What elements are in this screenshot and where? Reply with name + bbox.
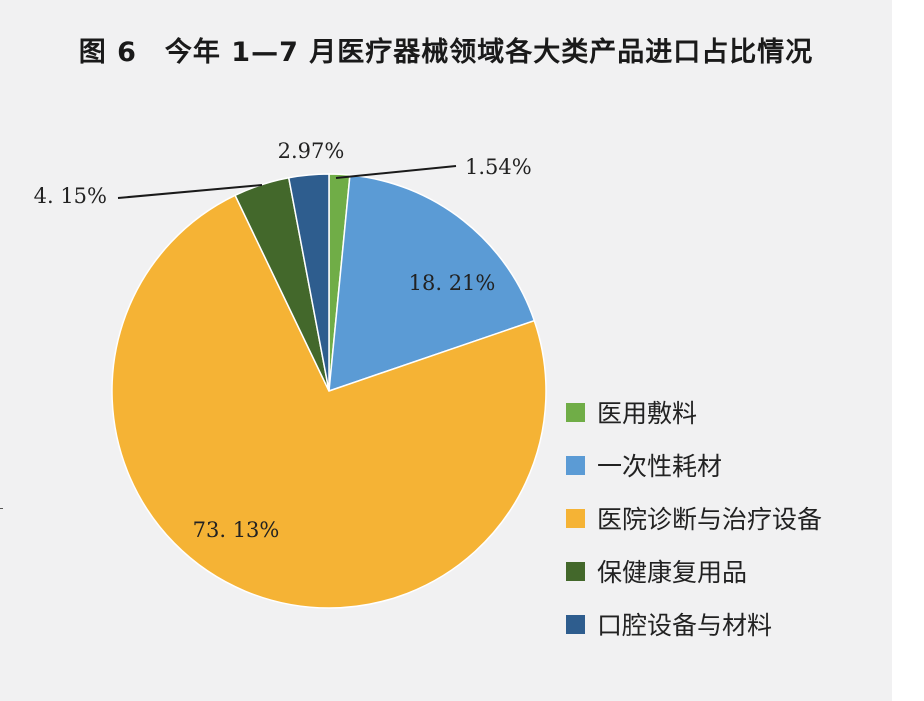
legend-label-disposable-consumables: 一次性耗材	[597, 452, 722, 481]
legend-label-rehab-products: 保健康复用品	[597, 558, 747, 587]
leader-line-medical-dressing	[335, 165, 457, 179]
data-label-rehab-products: 4. 15%	[34, 184, 107, 208]
legend-swatch-medical-dressing	[566, 403, 585, 422]
data-label-disposable-consumables: 18. 21%	[409, 271, 496, 295]
data-label-hospital-equipment: 73. 13%	[193, 518, 280, 542]
data-label-medical-dressing: 1.54%	[465, 155, 532, 179]
legend-label-dental-materials: 口腔设备与材料	[597, 611, 772, 640]
legend-swatch-dental-materials	[566, 615, 585, 634]
leader-line-rehab-products	[117, 184, 263, 199]
chart-title: 图 6 今年 1—7 月医疗器械领域各大类产品进口占比情况	[78, 37, 814, 68]
legend-label-hospital-equipment: 医院诊断与治疗设备	[597, 505, 822, 534]
data-label-dental-materials: 2.97%	[278, 139, 345, 163]
pie-slice-dental-materials	[287, 173, 330, 392]
legend-label-medical-dressing: 医用敷料	[597, 399, 697, 428]
edge-tick-mark	[0, 508, 3, 509]
legend-swatch-rehab-products	[566, 562, 585, 581]
pie-slice-hospital-equipment	[111, 194, 547, 609]
pie-slice-disposable-consumables	[328, 174, 536, 393]
legend-swatch-disposable-consumables	[566, 456, 585, 475]
legend-swatch-hospital-equipment	[566, 509, 585, 528]
